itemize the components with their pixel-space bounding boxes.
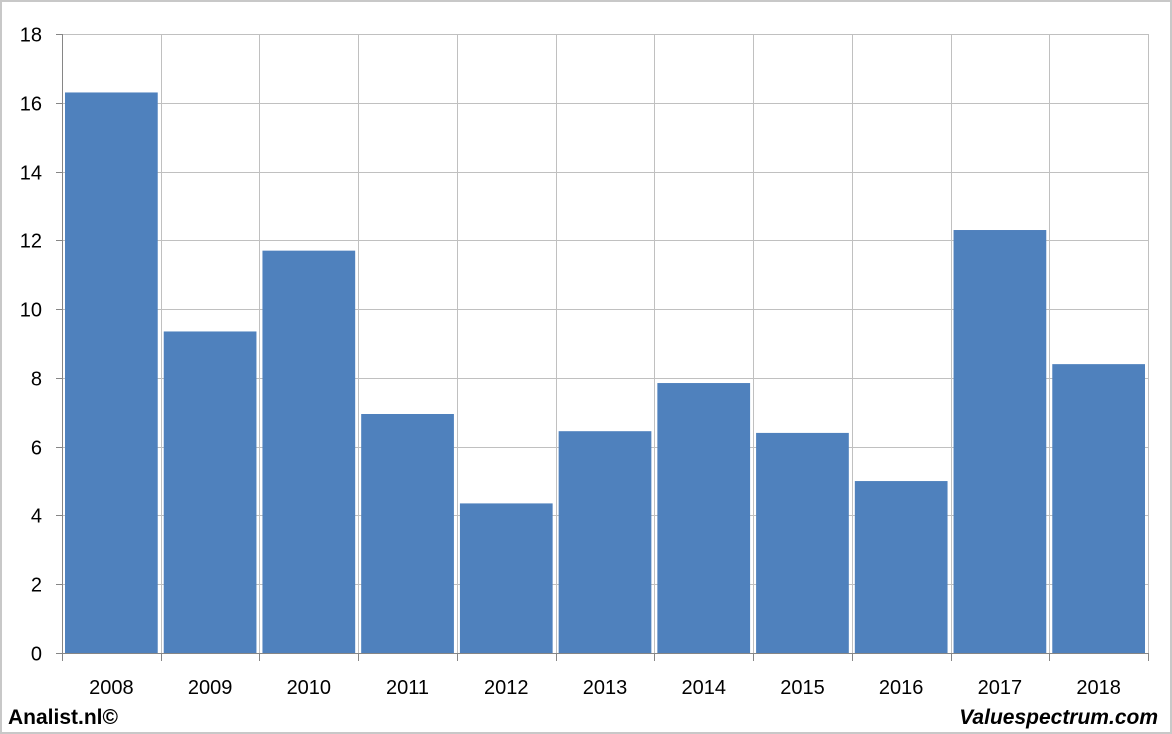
source-label-left: Analist.nl©: [8, 706, 118, 729]
x-tick-label: 2015: [780, 677, 825, 699]
bar-2013: [558, 431, 652, 653]
bar-2009: [163, 331, 257, 653]
bar-2014: [657, 383, 751, 653]
x-tick-label: 2018: [1076, 677, 1121, 699]
x-tick-label: 2011: [386, 677, 429, 699]
y-tick-label: 10: [20, 300, 42, 322]
y-tick-label: 0: [31, 644, 42, 666]
y-tick-label: 6: [31, 438, 42, 460]
bar-2018: [1052, 364, 1145, 653]
y-tick-labels: 0 2 4 6 8 10 12 14 16 18: [20, 25, 42, 666]
y-tick-label: 12: [20, 231, 42, 253]
bar-chart: 0 2 4 6 8 10 12 14 16 18 2008 2009 2010 2011 2012 2013…: [20, 25, 1149, 699]
gridlines: [62, 34, 1149, 653]
bar-2010: [262, 250, 356, 653]
x-tick-label: 2010: [287, 677, 332, 699]
bars: [65, 92, 1145, 653]
y-tick-label: 2: [31, 575, 42, 597]
x-tick-label: 2012: [484, 677, 529, 699]
bar-2012: [459, 503, 553, 653]
x-tick-label: 2016: [879, 677, 924, 699]
x-tick-label: 2017: [978, 677, 1023, 699]
y-tick-label: 8: [31, 369, 42, 391]
source-label-right: Valuespectrum.com: [959, 706, 1158, 729]
y-tick-label: 14: [20, 163, 42, 185]
y-tick-label: 4: [31, 506, 42, 528]
bar-2008: [65, 92, 158, 653]
bar-2011: [361, 413, 454, 653]
y-tick-label: 18: [20, 25, 42, 47]
x-tick-label: 2014: [681, 677, 726, 699]
bar-2017: [953, 230, 1047, 653]
x-tick-label: 2013: [583, 677, 628, 699]
bar-2016: [854, 481, 948, 653]
bar-2015: [756, 432, 849, 653]
axes: [56, 34, 1149, 661]
x-tick-label: 2008: [89, 677, 134, 699]
x-tick-labels: 2008 2009 2010 2011 2012 2013 2014 2015 2016 2017…: [89, 677, 1121, 699]
x-tick-label: 2009: [188, 677, 233, 699]
y-tick-label: 16: [20, 94, 42, 116]
